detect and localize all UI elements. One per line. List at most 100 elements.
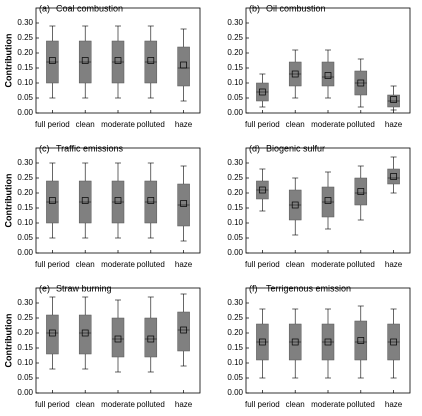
box [387,168,400,185]
panel: (f) Terrigenous emission full period clean m… [227,283,411,409]
x-tick-label: clean [76,120,95,129]
mean [259,186,266,194]
panel: (d) Biogenic sulfur full period clean modera… [227,143,411,269]
mean [114,335,122,343]
mean [114,57,122,64]
mean [49,57,56,64]
y-tick-label: 0.30 [17,158,33,167]
y-tick-label: 0.20 [17,188,33,197]
x-tick-label: full period [35,120,70,129]
y-tick-label: 0.30 [227,18,243,27]
panel: (a) Coal combustion Contribution full perio… [3,3,201,129]
y-tick-label: 0.05 [227,93,243,102]
y-tick-label: 0.10 [17,358,33,367]
box [78,314,92,355]
mean [81,197,89,204]
x-tick-label: polluted [347,400,375,409]
x-tick-label: moderate [311,400,345,409]
x-tick-label: clean [76,260,95,269]
mean [324,338,332,346]
mean [259,88,266,96]
mean [390,338,397,346]
mean [324,72,332,79]
mean [357,337,365,344]
x-tick-label: moderate [101,120,135,129]
box [111,317,125,358]
x-tick-label: moderate [311,120,345,129]
y-tick-label: 0.15 [227,343,243,352]
x-tick-label: moderate [101,260,135,269]
mean [180,326,187,334]
x-tick-label: haze [175,400,193,409]
y-tick-label: 0.00 [227,248,243,257]
mean [390,96,397,103]
y-tick-label: 0.25 [227,313,243,322]
y-axis-label: Contribution [3,314,13,368]
y-tick-label: 0.00 [227,388,243,397]
y-tick-label: 0.25 [17,313,33,322]
mean [49,329,56,337]
x-tick-label: clean [286,400,305,409]
y-tick-label: 0.05 [17,93,33,102]
y-tick-label: 0.20 [227,328,243,337]
panel: (e) Straw burning Contribution full period c… [3,283,201,409]
x-tick-label: full period [35,260,70,269]
x-tick-label: moderate [101,400,135,409]
mean [259,338,266,346]
box [177,311,190,352]
mean [324,197,332,204]
y-tick-label: 0.15 [17,343,33,352]
mean [81,57,89,64]
panel-label: (d) [249,143,260,153]
mean [291,70,299,78]
mean [147,57,155,64]
y-axis-label: Contribution [3,174,13,228]
mean [180,200,187,207]
y-tick-label: 0.05 [227,373,243,382]
panel-label: (c) [39,143,50,153]
box [321,61,335,87]
mean [357,79,365,87]
x-tick-label: full period [245,120,280,129]
mean [147,197,155,204]
x-tick-label: clean [286,260,305,269]
panel-label: (a) [39,3,50,13]
box [177,46,190,87]
panel: (b) Oil combustion full period clean moderat… [227,3,411,129]
panel-title: Terrigenous emission [266,283,351,293]
mean [291,201,299,209]
mean [147,335,155,343]
y-tick-label: 0.10 [17,78,33,87]
y-tick-label: 0.00 [17,248,33,257]
y-tick-label: 0.10 [17,218,33,227]
box [354,177,368,206]
x-tick-label: full period [245,260,280,269]
y-tick-label: 0.15 [17,203,33,212]
y-tick-label: 0.10 [227,358,243,367]
x-tick-label: polluted [347,260,375,269]
panel-title: Straw burning [56,283,112,293]
x-tick-label: haze [385,120,403,129]
box [46,314,59,355]
x-tick-label: polluted [347,120,375,129]
x-tick-label: clean [286,120,305,129]
x-tick-label: haze [385,260,403,269]
y-tick-label: 0.30 [17,298,33,307]
y-tick-label: 0.15 [227,63,243,72]
mean [81,329,89,337]
x-tick-label: clean [76,400,95,409]
y-tick-label: 0.20 [17,328,33,337]
y-axis-label: Contribution [3,34,13,88]
y-tick-label: 0.00 [17,108,33,117]
x-tick-label: full period [245,400,280,409]
mean [390,173,397,180]
x-tick-label: polluted [137,260,165,269]
y-tick-label: 0.25 [227,173,243,182]
x-tick-label: moderate [311,260,345,269]
y-tick-label: 0.25 [17,33,33,42]
panel-title: Coal combustion [56,3,123,13]
y-tick-label: 0.25 [227,33,243,42]
x-tick-label: full period [35,400,70,409]
box [144,317,158,358]
panel-title: Traffic emissions [56,143,124,153]
